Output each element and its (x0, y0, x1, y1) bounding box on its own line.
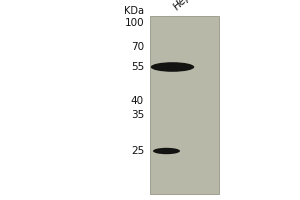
Bar (150, 16, 219, 194)
Text: 35: 35 (131, 110, 144, 120)
Text: 40: 40 (131, 96, 144, 106)
Text: 100: 100 (124, 18, 144, 28)
Text: 70: 70 (131, 42, 144, 52)
Text: KDa: KDa (124, 6, 144, 16)
Ellipse shape (153, 148, 180, 154)
Text: 25: 25 (131, 146, 144, 156)
Text: HepG2: HepG2 (171, 0, 203, 12)
Ellipse shape (151, 62, 194, 72)
Text: 55: 55 (131, 62, 144, 72)
